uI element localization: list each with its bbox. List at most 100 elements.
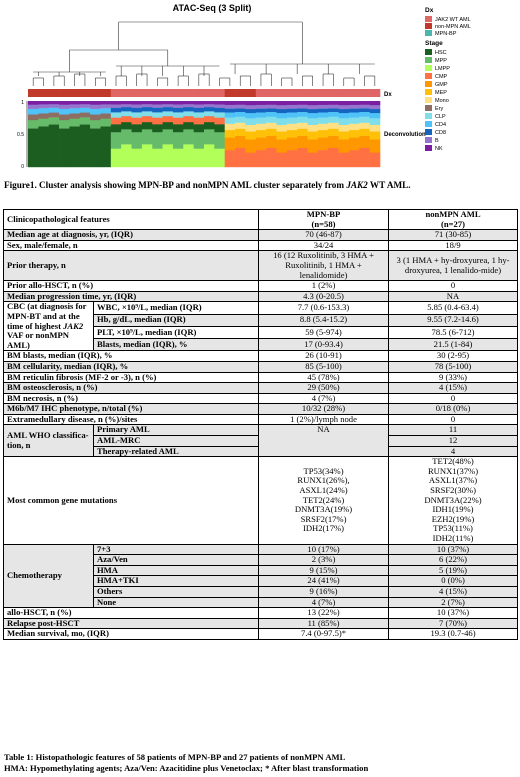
cell-non: 11 [388,424,519,437]
deconvolution-segment [204,122,215,130]
deconvolution-segment [141,122,153,130]
cell-mpn: 13 (22%) [258,607,390,619]
deconvolution-segment [328,111,339,117]
deconvolution-segment [110,101,122,105]
deconvolution-segment [224,101,236,105]
deconvolution-segment [328,122,339,129]
table-row: AML WHO classifica-tion, n Primary AML N… [3,424,519,458]
deconvolution-segment [38,113,50,119]
deconvolution-segment [90,119,101,129]
dx-cell [131,89,143,97]
table-row: allo-HSCT, n (%) 13 (22%) 10 (37%) [2,607,519,619]
table-row: M6b/M7 IHC phenotype, n/total (%) 10/32 … [2,403,519,415]
deconvolution-segment [183,104,194,108]
table-caption-abbrev: HMA: Hypomethylating agents; Aza/Ven: Az… [4,763,369,773]
cell-non: 0 (0%) [388,575,519,587]
cell-non: 10 (37%) [388,607,519,619]
deconvolution-segment [172,107,184,113]
row-label: Median survival, mo, (IQR) [2,628,260,640]
deconvolution-segment [255,137,267,151]
legend-label: MEP [435,90,447,96]
deconvolution-segment [38,108,50,114]
legend-swatch [425,97,432,103]
deconvolution-segment [193,104,205,108]
dx-cell [183,89,194,97]
deconvolution-segment [121,101,132,105]
deconvolution-segment [266,111,277,117]
legend-dx-title: Dx [425,7,434,14]
deconvolution-segment [100,118,112,127]
deconvolution-segment [214,117,226,125]
atac-seq-figure: ATAC-Seq (3 Split) Dx Deconvolution 1 0.… [17,3,471,170]
deconvolution-segment [162,116,174,123]
deconvolution-segment [328,128,339,136]
table-row: Extramedullary disease, n (%)/sites 1 (2… [2,413,519,426]
cell-non: 30 (2-95) [388,350,519,362]
deconvolution-segment [172,112,184,118]
gene-mutation-item: ASXL1(37%) [428,475,478,486]
cell-non: 5.85 (0.4-63.4) [388,301,519,315]
row-label: 7+3 [92,543,260,556]
deconvolution-segment [235,122,246,129]
deconvolution-segment [286,137,298,151]
dx-cell [317,89,329,97]
deconvolution-segment [183,101,194,105]
deconvolution-segment [79,124,91,168]
deconvolution-segment [110,148,122,168]
legend-label: JAK2 WT AML [435,17,471,23]
dx-cell [121,89,132,97]
cell-mpn: 7.4 (0-97.5)* [258,628,390,640]
cell-mpn: 8.8 (5.4-15.2) [258,313,390,327]
deconvolution-segment [28,128,39,168]
y-tick-1: 1 [21,100,24,106]
deconvolution-segment [348,137,360,151]
table-row: Median age at diagnosis, yr, (IQR) 70 (4… [2,229,519,241]
deconvolution-segment [255,117,267,124]
deconvolution-segment [183,129,194,145]
deconvolution-segment [245,139,257,153]
table-row: AML-MRC 12 [4,435,519,447]
table-row: Blasts, median (IQR), % 17 (0-93.4) 21.5… [4,338,519,352]
header-nonmpn-aml: nonMPN AML (n=27) [388,208,519,231]
gene-mutation-item: DNMT3A(22%) [424,494,482,505]
deconvolution-segment [359,108,370,112]
dx-cell [266,89,277,97]
deconvolution-segment [328,104,339,109]
cell-mpn: 1 (2%) [258,280,390,292]
row-label: BM necrosis, n (%) [2,392,260,405]
cell-mpn: 29 (50%) [258,382,390,394]
deconvolution-segment [307,139,319,153]
deconvolution-segment [38,118,50,127]
dx-cell [359,89,370,97]
deconvolution-segment [141,111,153,117]
dx-cell [255,89,267,97]
legend-label: GMP [435,82,448,88]
row-label: BM osteosclerosis, n (%) [2,382,260,394]
deconvolution-segment [369,104,381,110]
header-features: Clinicopathological features [2,208,260,231]
deconvolution-segment [204,144,215,168]
deconvolution-segment [338,139,350,153]
deconvolution-segment [338,112,350,119]
row-label: Median progression time, yr, (IQR) [2,290,260,303]
deconvolution-segment [214,112,226,118]
deconvolution-segment [359,147,370,168]
cell-non: 12 [388,435,519,447]
table-row: BM blasts, median (IQR), % 26 (10-91) 30… [2,350,519,362]
deconvolution-segment [121,104,132,108]
deconvolution-segment [183,122,194,130]
cell-non: 4 (15%) [388,585,519,598]
deconvolution-segment [245,112,257,119]
cell-mpn: 4 (7%) [258,596,390,609]
deconvolution-segment [100,101,112,105]
deconvolution-segment [48,112,60,118]
deconvolution-segment [297,116,308,123]
clinicopathological-table: Clinicopathological features MPN-BP (n=58… [2,208,519,640]
deconvolution-segment [131,117,143,125]
deconvolution-segment [214,107,226,113]
cell-non: 19.3 (0.7-46) [388,628,519,640]
deconvolution-segment [235,101,246,105]
dx-cell [276,89,288,97]
cell-non: 4 (15%) [388,382,519,394]
deconvolution-segment [338,124,350,132]
